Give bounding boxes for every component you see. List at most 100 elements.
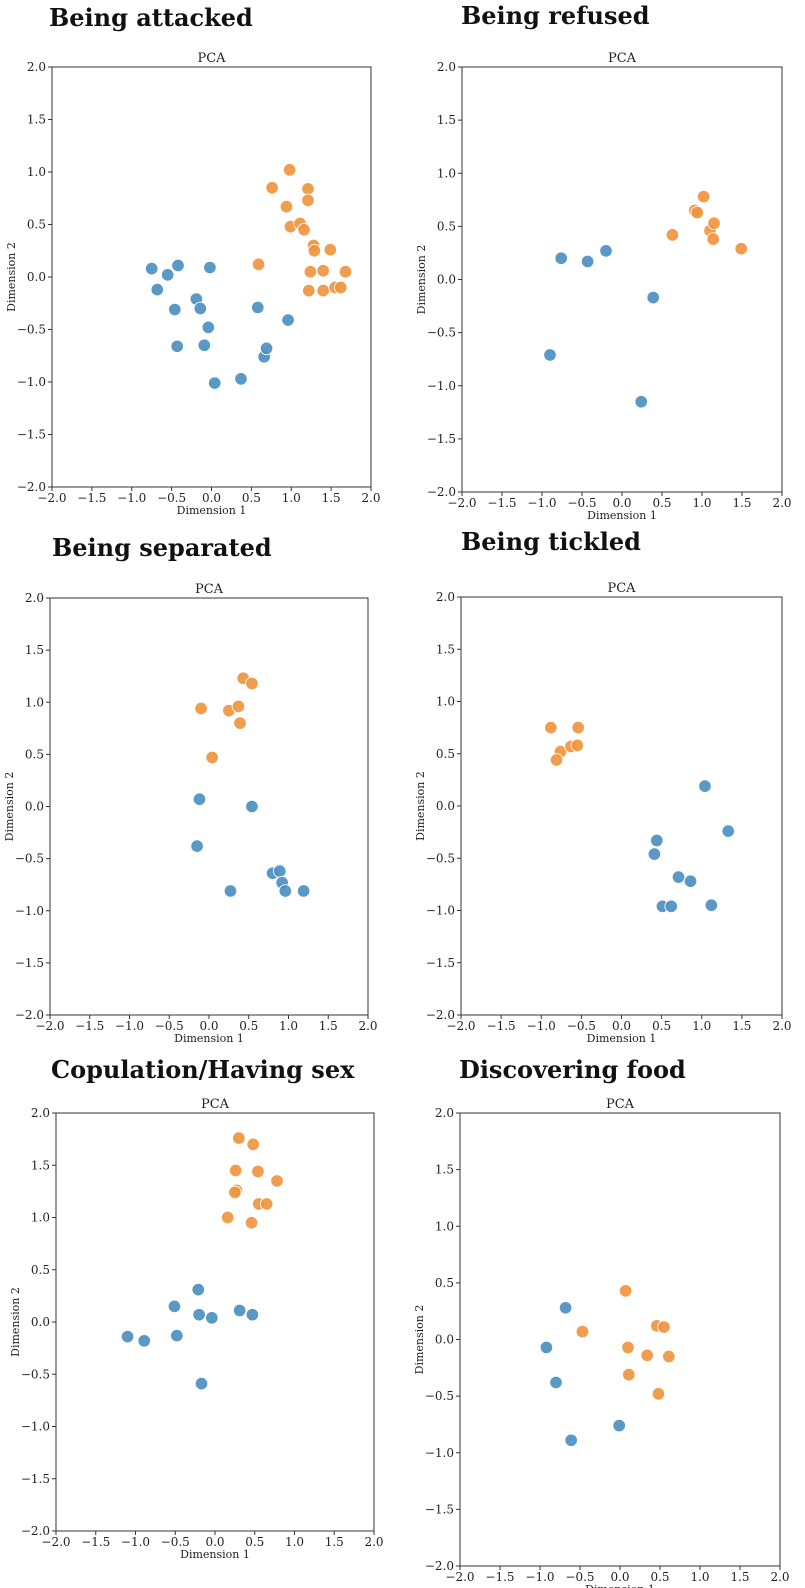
- x-tick-label: 2.0: [361, 491, 380, 505]
- x-tick-label: 0.5: [652, 1019, 671, 1033]
- y-tick-label: 1.0: [437, 166, 456, 180]
- chart-copulation: PCA −2.0 −1.5 −1.0 −0.5 0.0 0.5 1.0 1.5 2.0 2.0 1.5…: [9, 1097, 384, 1561]
- x-tick-label: 1.5: [730, 1570, 749, 1584]
- y-tick-label: −0.5: [15, 852, 44, 866]
- y-tick-label: 2.0: [27, 60, 46, 74]
- y-tick-label: 0.5: [436, 747, 455, 761]
- y-tick-label: 0.0: [436, 799, 455, 813]
- chart-being-tickled: PCA −2.0 −1.5 −1.0 −0.5 0.0 0.5 1.0 1.5 2.0 2.0 1.5…: [414, 581, 792, 1045]
- scatter-point-blue: [664, 899, 679, 914]
- scatter-point-blue: [201, 320, 216, 335]
- scatter-point-orange: [665, 228, 680, 242]
- y-tick-label: 1.5: [437, 113, 456, 127]
- y-tick-label: 0.0: [27, 270, 46, 284]
- scatter-point-blue: [137, 1334, 151, 1348]
- y-tick-label: 0.0: [435, 1333, 454, 1347]
- scatter-point-orange: [323, 242, 338, 257]
- x-tick-label: −1.0: [527, 1019, 556, 1033]
- y-tick-label: −1.5: [427, 432, 456, 446]
- scatter-point-blue: [197, 338, 212, 353]
- scatter-point-blue: [245, 1307, 260, 1322]
- scatter-point-blue: [564, 1433, 578, 1448]
- scatter-point-blue: [144, 261, 159, 276]
- scatter-point-orange: [662, 1349, 676, 1364]
- y-tick-label: 0.0: [437, 273, 456, 287]
- y-tick-label: 2.0: [31, 1106, 50, 1120]
- x-axis-label: Dimension 1: [587, 509, 657, 522]
- scatter-point-blue: [251, 300, 265, 315]
- scatter-point-blue: [599, 244, 613, 258]
- plot-frame: [461, 66, 783, 493]
- y-axis-label: Dimension 2: [414, 771, 427, 841]
- scatter-point-blue: [259, 341, 274, 356]
- x-tick-label: −2.0: [447, 496, 476, 510]
- scatter-point-orange: [246, 1137, 260, 1152]
- y-tick-label: −0.5: [17, 323, 46, 337]
- x-tick-label: −2.0: [37, 491, 66, 505]
- x-tick-label: 0.5: [239, 1019, 258, 1033]
- x-tick-label: 2.0: [358, 1019, 377, 1033]
- chart-title: PCA: [606, 1097, 635, 1112]
- scatter-point-blue: [193, 301, 208, 316]
- x-tick-label: 1.5: [732, 496, 751, 510]
- x-tick-label: 0.5: [245, 1535, 264, 1549]
- x-tick-label: −1.0: [525, 1570, 554, 1584]
- scatter-point-blue: [192, 792, 207, 806]
- x-tick-label: −2.0: [35, 1019, 64, 1033]
- y-tick-label: −2.0: [427, 485, 456, 499]
- scatter-point-orange: [194, 701, 208, 716]
- scatter-point-blue: [205, 1311, 219, 1325]
- y-tick-label: −2.0: [425, 1559, 454, 1573]
- x-tick-label: 1.5: [319, 1019, 338, 1033]
- chart-title: PCA: [607, 581, 636, 596]
- x-tick-label: 1.0: [282, 491, 301, 505]
- scatter-point-blue: [160, 268, 175, 282]
- scatter-point-orange: [338, 265, 353, 279]
- y-tick-label: −1.0: [21, 1420, 50, 1434]
- scatter-point-orange: [333, 280, 348, 295]
- y-axis-label: Dimension 2: [9, 1287, 22, 1357]
- y-tick-label: −2.0: [426, 1008, 455, 1022]
- scatter-point-blue: [223, 884, 238, 898]
- x-tick-label: −0.5: [155, 1019, 184, 1033]
- x-tick-label: −1.5: [487, 1019, 516, 1033]
- scatter-point-orange: [618, 1284, 633, 1298]
- scatter-point-orange: [297, 222, 311, 237]
- panel-heading-copulation: Copulation/Having sex: [51, 1055, 355, 1084]
- scatter-point-orange: [307, 243, 322, 258]
- scatter-point-blue: [203, 260, 217, 275]
- scatter-point-orange: [621, 1340, 635, 1355]
- panel-heading-being-refused: Being refused: [461, 1, 650, 30]
- x-tick-label: 0.0: [199, 1019, 218, 1033]
- chart-title: PCA: [195, 582, 224, 597]
- x-tick-label: 0.0: [610, 1570, 629, 1584]
- scatter-point-blue: [558, 1301, 573, 1315]
- y-axis-label: Dimension 2: [5, 242, 18, 312]
- scatter-point-orange: [301, 193, 315, 208]
- scatter-point-orange: [316, 283, 330, 298]
- y-tick-label: −1.5: [17, 428, 46, 442]
- scatter-point-orange: [282, 163, 297, 177]
- scatter-point-blue: [296, 884, 311, 898]
- x-tick-label: −0.5: [161, 1535, 190, 1549]
- x-tick-label: −1.5: [75, 1019, 104, 1033]
- x-axis-label: Dimension 1: [587, 1032, 657, 1045]
- y-tick-label: −0.5: [426, 851, 455, 865]
- scatter-point-orange: [228, 1163, 243, 1178]
- scatter-point-blue: [281, 313, 295, 327]
- y-tick-label: −1.0: [15, 904, 44, 918]
- x-tick-label: −2.0: [41, 1535, 70, 1549]
- y-tick-label: −2.0: [17, 480, 46, 494]
- y-tick-label: −0.5: [425, 1389, 454, 1403]
- y-tick-label: 1.5: [27, 113, 46, 127]
- scatter-point-orange: [251, 1164, 265, 1179]
- scatter-point-orange: [302, 283, 316, 298]
- scatter-point-orange: [259, 1197, 274, 1211]
- scatter-point-blue: [646, 290, 660, 305]
- scatter-point-blue: [191, 1282, 206, 1297]
- scatter-point-orange: [270, 1174, 284, 1188]
- panel-heading-discovering-food: Discovering food: [459, 1055, 686, 1084]
- scatter-point-blue: [543, 348, 557, 362]
- x-tick-label: −1.5: [81, 1535, 110, 1549]
